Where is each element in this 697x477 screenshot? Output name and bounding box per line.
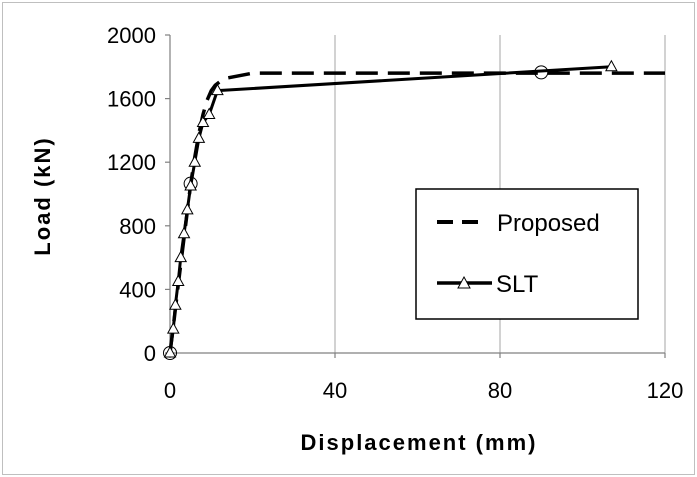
slt-point	[184, 179, 197, 191]
y-axis-label: Load (kN)	[30, 136, 55, 255]
x-tick-labels: 0 40 80 120	[164, 378, 683, 403]
x-tick-label: 120	[647, 378, 684, 403]
x-tick-label: 40	[323, 378, 347, 403]
slt-point	[211, 83, 224, 96]
slt-point	[605, 59, 618, 72]
y-tick-label: 0	[144, 341, 156, 366]
slt-point	[188, 155, 202, 167]
y-tick-label: 800	[119, 214, 156, 239]
slt-point	[177, 226, 191, 239]
legend-slt-label: SLT	[496, 271, 539, 298]
slt-point	[196, 115, 210, 127]
x-tick-label: 80	[488, 378, 512, 403]
legend-box	[415, 188, 639, 320]
y-tick-label: 400	[119, 277, 156, 302]
x-axis-label: Displacement (mm)	[301, 430, 538, 455]
slt-point	[180, 202, 194, 215]
series-layer	[163, 59, 665, 360]
y-tick-label: 1600	[107, 87, 156, 112]
y-tick-labels: 0 400 800 1200 1600 2000	[107, 23, 156, 366]
slt-point	[192, 131, 206, 143]
slt-point	[166, 322, 180, 334]
legend-slt-marker	[457, 275, 471, 289]
axes	[165, 34, 666, 358]
legend: Proposed SLT	[415, 188, 639, 320]
y-tick-label: 1200	[107, 150, 156, 175]
slt-point	[174, 250, 188, 263]
slt-point	[202, 107, 216, 119]
slt-point	[169, 298, 182, 310]
slt-point	[163, 345, 177, 358]
legend-proposed-label: Proposed	[497, 210, 600, 237]
y-tick-label: 2000	[107, 23, 156, 48]
slt-point	[171, 274, 185, 286]
x-tick-label: 0	[164, 378, 176, 403]
